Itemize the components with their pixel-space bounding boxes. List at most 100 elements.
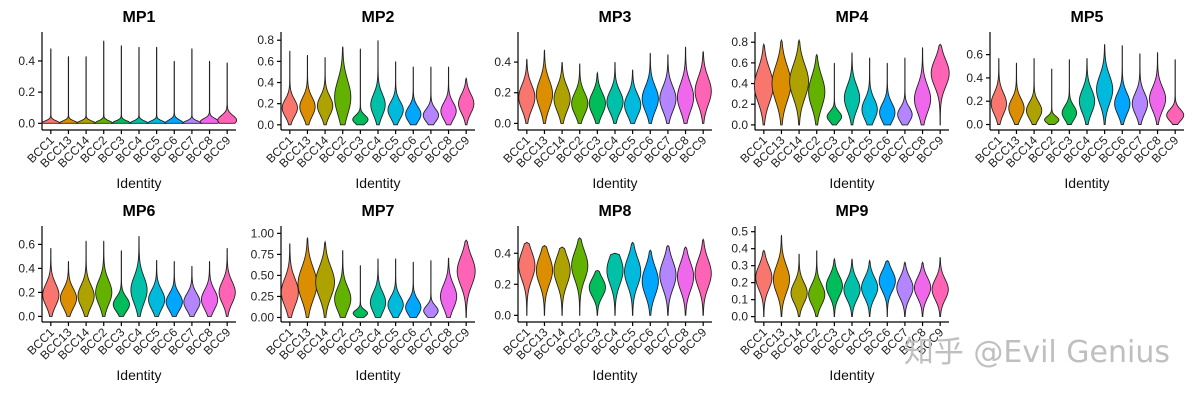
violin-bcc5	[624, 241, 642, 316]
y-tick-label: 0.50	[251, 268, 275, 282]
violin-bcc8	[676, 246, 695, 316]
violin-bcc13	[297, 237, 318, 318]
y-tick-label: 0.75	[251, 247, 275, 261]
y-tick-label: 0.6	[18, 237, 35, 251]
panel-title: MP7	[362, 203, 395, 220]
violin-bcc4	[1078, 58, 1096, 125]
violin-bcc14	[315, 240, 335, 318]
violin-bcc7	[897, 57, 913, 126]
panel-title: MP4	[836, 9, 869, 26]
violin-bcc2	[334, 250, 352, 318]
violin-bcc4	[843, 52, 861, 126]
x-axis-label: Identity	[592, 175, 637, 191]
violin-bcc14	[790, 253, 808, 318]
violin-bcc5	[861, 57, 878, 126]
violin-bcc3	[1061, 59, 1078, 125]
violin-bcc7	[659, 244, 677, 316]
violin-bcc7	[423, 260, 439, 318]
x-axis-label: Identity	[829, 175, 874, 191]
panel-mp2: MP20.00.20.40.60.8BCC1BCC13BCC14BCC2BCC3…	[257, 9, 475, 191]
violin-bcc5	[145, 46, 168, 124]
violin-bcc7	[183, 265, 201, 317]
violin-bcc3	[112, 250, 130, 317]
y-tick-label: 0.3	[731, 259, 748, 273]
violin-bcc13	[57, 56, 80, 124]
panel-mp8: MP80.00.20.4BCC1BCC13BCC14BCC2BCC3BCC4BC…	[494, 203, 712, 383]
violin-bcc14	[553, 246, 571, 316]
y-tick-label: 0.4	[494, 55, 511, 69]
panel-mp5: MP50.00.20.40.6BCC1BCC13BCC14BCC2BCC3BCC…	[966, 9, 1185, 191]
violin-bcc1	[40, 48, 62, 124]
panel-title: MP1	[123, 9, 156, 26]
x-axis-label: Identity	[355, 367, 400, 383]
violin-bcc13	[535, 244, 554, 316]
violin-bcc3	[588, 269, 606, 316]
y-tick-label: 0.2	[494, 277, 511, 291]
violin-bcc14	[553, 61, 571, 124]
watermark-text: 知乎 @Evil Genius	[904, 335, 1170, 370]
y-tick-label: 0.4	[966, 71, 983, 85]
y-tick-label: 0.2	[18, 285, 35, 299]
y-tick-label: 0.0	[731, 118, 748, 132]
panel-mp9: MP90.00.10.20.30.40.5BCC1BCC13BCC14BCC2B…	[731, 203, 949, 383]
x-axis-label: Identity	[1064, 175, 1109, 191]
violin-bcc4	[369, 258, 387, 318]
panel-title: MP8	[599, 203, 632, 220]
violin-bcc8	[439, 257, 458, 318]
violin-bcc8	[1148, 52, 1167, 125]
panel-mp6: MP60.00.20.40.6BCC1BCC13BCC14BCC2BCC3BCC…	[18, 203, 236, 383]
x-axis-label: Identity	[592, 367, 637, 383]
violin-bcc3	[826, 62, 843, 126]
violin-bcc1	[753, 43, 774, 126]
violin-bcc9	[930, 43, 950, 126]
violin-bcc3	[352, 48, 369, 126]
violin-bcc14	[1025, 58, 1043, 125]
y-tick-label: 0.4	[18, 261, 35, 275]
y-tick-label: 1.00	[251, 226, 275, 240]
violin-bcc9	[694, 238, 712, 316]
violin-bcc4	[370, 40, 386, 126]
y-tick-label: 0.8	[257, 33, 274, 47]
panel-title: MP6	[123, 203, 156, 220]
violin-bcc6	[164, 60, 185, 124]
x-axis-label: Identity	[829, 367, 874, 383]
violin-bcc6	[405, 66, 422, 126]
violin-bcc4	[130, 235, 148, 317]
violin-bcc5	[861, 259, 879, 318]
y-tick-label: 0.2	[494, 86, 511, 100]
violin-bcc14	[75, 56, 97, 124]
violin-bcc1	[990, 58, 1007, 125]
violin-bcc7	[659, 54, 677, 124]
violin-bcc2	[571, 63, 589, 124]
violin-bcc3	[588, 71, 606, 124]
violin-bcc13	[59, 261, 78, 317]
x-axis-label: Identity	[116, 175, 161, 191]
violin-bcc7	[422, 66, 440, 126]
y-tick-label: 0.2	[731, 276, 748, 290]
violin-bcc4	[606, 62, 624, 124]
violin-bcc1	[755, 249, 773, 318]
y-tick-label: 0.2	[257, 97, 274, 111]
panel-title: MP5	[1071, 9, 1104, 26]
y-tick-label: 0.0	[966, 118, 983, 132]
violin-bcc8	[199, 60, 220, 124]
violin-bcc8	[913, 47, 932, 126]
violin-bcc4	[843, 258, 861, 318]
y-tick-label: 0.8	[731, 35, 748, 49]
violin-bcc3	[110, 45, 133, 124]
violin-bcc4	[128, 46, 150, 124]
violin-bcc13	[1008, 62, 1025, 125]
violin-bcc5	[387, 61, 404, 126]
violin-bcc4	[606, 252, 624, 316]
panel-title: MP9	[836, 203, 869, 220]
violin-bcc14	[77, 240, 95, 317]
violin-bcc9	[218, 247, 236, 317]
violin-bcc6	[1114, 45, 1131, 125]
y-tick-label: 0.4	[257, 76, 274, 90]
y-tick-label: 0.1	[731, 293, 748, 307]
y-tick-label: 0.2	[731, 97, 748, 111]
y-tick-label: 0.6	[731, 56, 748, 70]
violin-bcc14	[789, 38, 809, 126]
violin-bcc2	[808, 250, 826, 318]
